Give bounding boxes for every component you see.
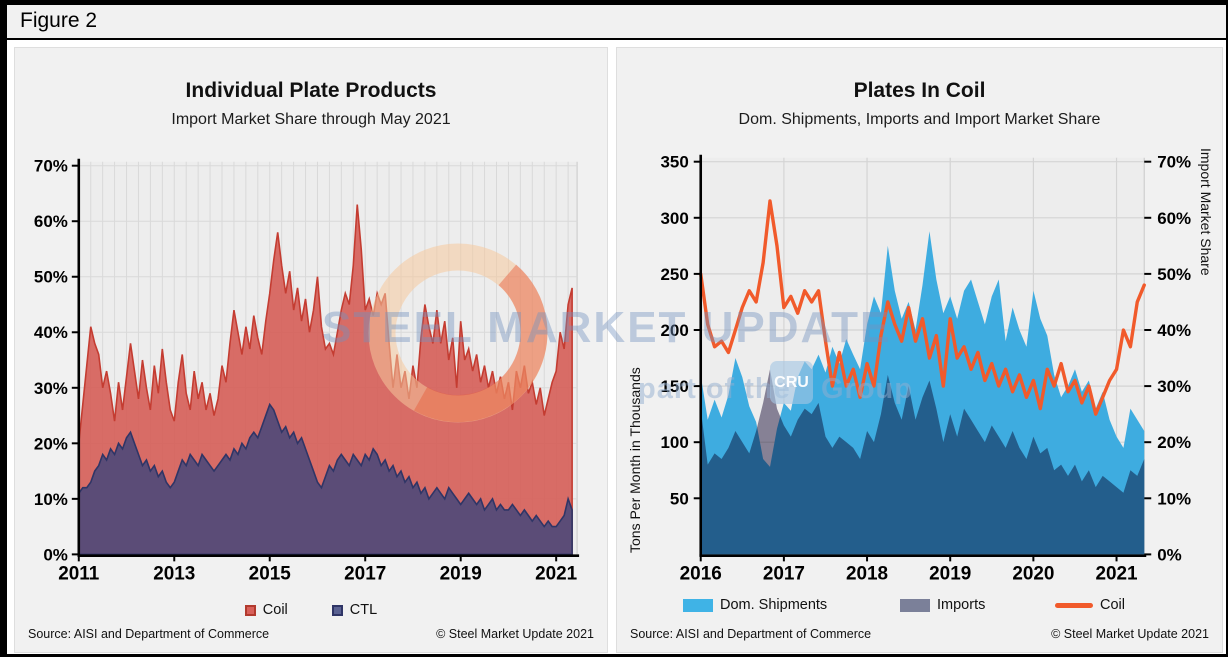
y-axis-tick-label: 10% <box>34 490 68 509</box>
legend-swatch-icon <box>683 598 713 612</box>
right-axis-tick-label: 60% <box>1157 209 1191 228</box>
legend-item-dom-shipments: Dom. Shipments <box>683 597 827 613</box>
left-axis-tick-label: 300 <box>660 209 688 228</box>
x-axis-tick-label: 2019 <box>440 563 482 584</box>
legend-label: Coil <box>1100 597 1125 613</box>
right-source-text: Source: AISI and Department of Commerce <box>630 627 872 641</box>
y-axis-tick-label: 50% <box>34 268 68 287</box>
coil-share-line <box>699 199 1146 416</box>
right-axis-tick-label: 30% <box>1157 377 1191 396</box>
legend-item-ctl: CTL <box>331 602 378 618</box>
left-axis-tick-label: 200 <box>660 321 688 340</box>
left-chart-legend: Coil CTL <box>15 599 607 621</box>
right-chart-subtitle: Dom. Shipments, Imports and Import Marke… <box>738 111 1101 128</box>
left-chart-footer: Source: AISI and Department of Commerce … <box>15 627 607 641</box>
right-chart-legend: Dom. Shipments Imports Coil <box>617 597 1222 621</box>
legend-label: CTL <box>349 602 378 618</box>
x-axis-tick-label: 2015 <box>249 563 291 584</box>
legend-label: Dom. Shipments <box>720 597 828 613</box>
legend-swatch-icon <box>900 598 930 612</box>
x-axis-tick-label: 2017 <box>763 563 805 584</box>
left-axis-tick-label: 350 <box>660 153 688 172</box>
x-axis-tick-label: 2018 <box>846 563 888 584</box>
y-axis-tick-label: 20% <box>34 434 68 453</box>
legend-item-coil: Coil <box>1055 597 1125 613</box>
left-axis-tick-label: 100 <box>660 433 688 452</box>
left-copyright-text: © Steel Market Update 2021 <box>436 627 594 641</box>
right-axis-tick-label: 70% <box>1157 153 1191 172</box>
y-axis-tick-label: 70% <box>34 157 68 176</box>
legend-label: Coil <box>262 602 288 618</box>
x-axis-tick-label: 2020 <box>1012 563 1054 584</box>
y-axis-tick-label: 40% <box>34 323 68 342</box>
right-copyright-text: © Steel Market Update 2021 <box>1051 627 1209 641</box>
left-axis-tick-label: 250 <box>660 265 688 284</box>
y-axis-tick-label: 0% <box>43 545 67 564</box>
right-chart-footer: Source: AISI and Department of Commerce … <box>617 627 1222 641</box>
x-axis-tick-label: 2019 <box>929 563 971 584</box>
legend-swatch-icon <box>244 604 256 616</box>
figure-header: Figure 2 <box>7 5 1226 40</box>
right-chart-canvas: 50 100 150 200 250 300 350 0% 10% 20% 30% 40% 50% 60%… <box>660 153 1191 585</box>
right-chart-panel: Plates In Coil Dom. Shipments, Imports a… <box>616 47 1223 653</box>
left-axis-tick-label: 50 <box>670 489 689 508</box>
right-axis-tick-label: 40% <box>1157 321 1191 340</box>
right-axis-tick-label: 0% <box>1157 545 1181 564</box>
y-axis-tick-label: 60% <box>34 212 68 231</box>
x-axis-tick-label: 2021 <box>1095 563 1137 584</box>
x-axis-tick-label: 2013 <box>153 563 195 584</box>
right-chart-right-axis-title: Import Market Share <box>1198 148 1214 276</box>
imports-area <box>700 369 1145 555</box>
figure-content: Individual Plate Products Import Market … <box>7 42 1226 654</box>
legend-label: Imports <box>937 597 986 613</box>
left-chart-subtitle: Import Market Share through May 2021 <box>171 111 451 128</box>
legend-item-imports: Imports <box>900 597 985 613</box>
right-chart-title: Plates In Coil <box>853 79 986 102</box>
left-chart-panel: Individual Plate Products Import Market … <box>14 47 608 653</box>
legend-swatch-icon <box>331 604 343 616</box>
legend-swatch-icon <box>1055 602 1093 608</box>
right-axis-tick-label: 20% <box>1157 433 1191 452</box>
x-axis-tick-label: 2021 <box>535 563 577 584</box>
right-axis-tick-label: 50% <box>1157 265 1191 284</box>
legend-item-coil: Coil <box>244 602 288 618</box>
x-axis-tick-label: 2016 <box>680 563 722 584</box>
ctl-area <box>77 402 573 556</box>
y-axis-tick-label: 30% <box>34 379 68 398</box>
figure-title: Figure 2 <box>20 9 98 32</box>
left-chart-canvas: 0% 10% 20% 30% 40% 50% 60% 70% 2011 2013 2015 2017 2… <box>34 157 580 584</box>
left-axis-tick-label: 150 <box>660 377 688 396</box>
right-axis-tick-label: 10% <box>1157 489 1191 508</box>
left-chart-title: Individual Plate Products <box>185 79 437 102</box>
left-source-text: Source: AISI and Department of Commerce <box>28 627 270 641</box>
x-axis-tick-label: 2017 <box>344 563 386 584</box>
x-axis-tick-label: 2011 <box>58 563 99 584</box>
